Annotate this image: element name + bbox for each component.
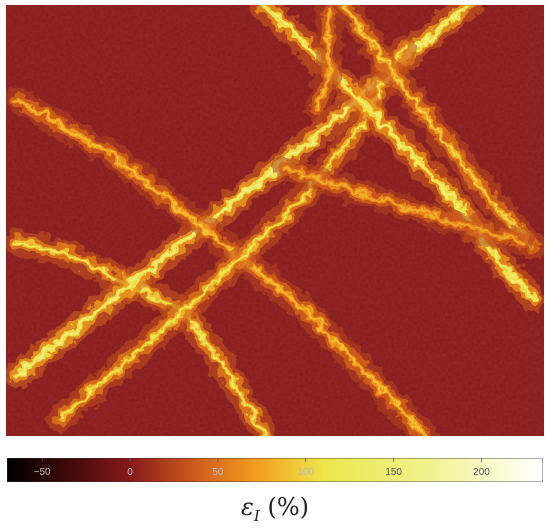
shear-band-stroke (263, 5, 535, 300)
colorbar-gradient (7, 458, 543, 482)
shear-band-stroke (317, 12, 330, 110)
shear-bands (6, 5, 544, 436)
colorbar: −50 0 50 100 150 200 (7, 458, 543, 482)
colorbar-tick-label: 100 (297, 467, 314, 478)
colorbar-tick-label: 200 (473, 467, 490, 478)
shear-band-band-8 (305, 5, 342, 122)
colorbar-label: εI (%) (0, 493, 550, 525)
shear-band-stroke (343, 5, 535, 248)
strain-heatmap (6, 5, 544, 436)
colorbar-tick-label: 0 (127, 467, 133, 478)
shear-band-band-2 (6, 5, 482, 389)
colorbar-tick-label: 50 (212, 467, 224, 478)
shear-band-band-7 (272, 155, 536, 256)
colorbar-tick-label: 150 (385, 467, 402, 478)
colorbar-label-unit: (%) (267, 493, 309, 521)
colorbar-label-symbol: ε (241, 493, 254, 521)
shear-band-stroke (15, 5, 470, 377)
shear-band-stroke (284, 167, 524, 244)
colorbar-label-subscript: I (253, 506, 260, 525)
colorbar-tick-label: −50 (34, 467, 51, 478)
shear-band-band-6 (331, 5, 544, 260)
colorbar-ticks: −50 0 50 100 150 200 (34, 458, 490, 478)
shear-band-band-5 (251, 5, 544, 312)
